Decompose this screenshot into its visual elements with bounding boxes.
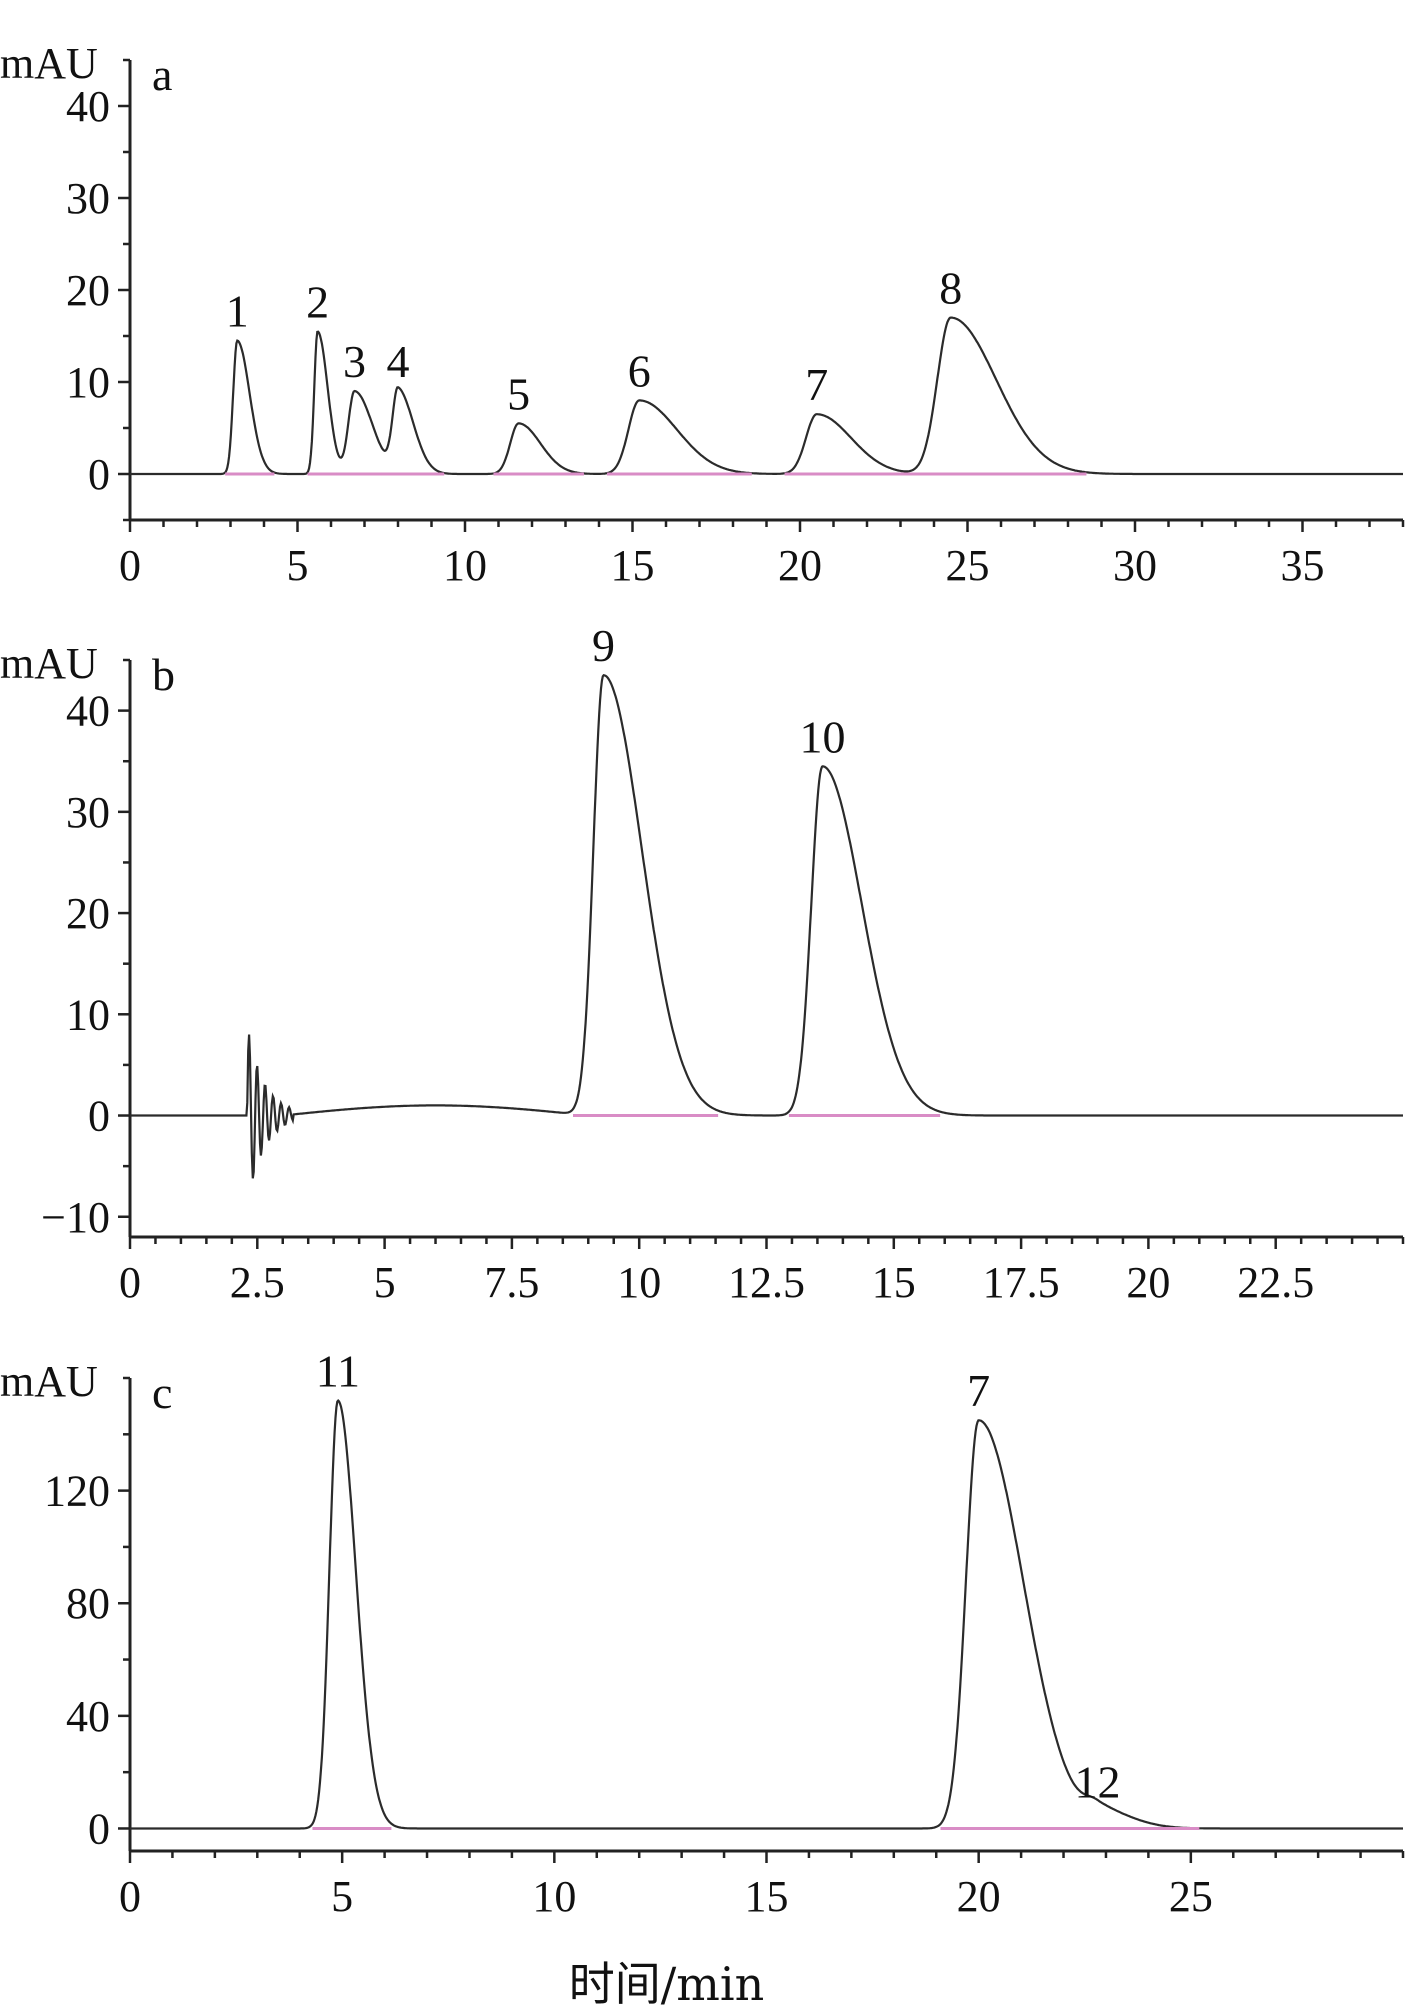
peak-label: 2 xyxy=(306,276,329,327)
peak-label: 9 xyxy=(592,620,615,671)
peak-label: 7 xyxy=(967,1365,990,1416)
peak-label: 4 xyxy=(387,336,410,387)
y-tick-label: 40 xyxy=(66,1692,110,1741)
x-tick-label: 2.5 xyxy=(230,1258,285,1307)
x-tick-label: 0 xyxy=(119,541,141,590)
x-tick-label: 5 xyxy=(287,541,309,590)
panel-letter: b xyxy=(152,649,175,700)
y-tick-label: 0 xyxy=(88,450,110,499)
y-tick-label: −10 xyxy=(41,1193,110,1242)
panel-a: 0 10 20 30 40 0 5 10 15 20 25 30 35 mAU a 1 23 4 5 6 7 8 xyxy=(0,39,1405,590)
y-unit-label: mAU xyxy=(0,639,98,688)
x-tick-label: 5 xyxy=(374,1258,396,1307)
x-tick-label: 7.5 xyxy=(484,1258,539,1307)
y-tick-label: 30 xyxy=(66,174,110,223)
peak-label: 12 xyxy=(1074,1757,1120,1808)
peak-label: 3 xyxy=(343,336,366,387)
chromatogram-trace xyxy=(130,673,1403,1179)
y-tick-label: 30 xyxy=(66,788,110,837)
x-tick-label: 35 xyxy=(1281,541,1325,590)
y-tick-label: 0 xyxy=(88,1092,110,1141)
y-tick-label: 10 xyxy=(66,990,110,1039)
x-tick-label: 30 xyxy=(1113,541,1157,590)
panel-letter: a xyxy=(152,49,172,100)
y-unit-label: mAU xyxy=(0,1357,98,1406)
x-tick-label: 20 xyxy=(957,1872,1001,1921)
x-tick-label: 20 xyxy=(778,541,822,590)
x-tick-label: 17.5 xyxy=(983,1258,1060,1307)
x-tick-label: 25 xyxy=(946,541,990,590)
x-tick-label: 10 xyxy=(532,1872,576,1921)
x-tick-label: 12.5 xyxy=(728,1258,805,1307)
peak-label: 6 xyxy=(628,345,651,396)
y-tick-label: 40 xyxy=(66,687,110,736)
chromatogram-trace xyxy=(130,1399,1403,1830)
x-tick-label: 25 xyxy=(1169,1872,1213,1921)
y-tick-label: 120 xyxy=(44,1467,110,1516)
peak-label: 7 xyxy=(805,359,828,410)
peak-label: 8 xyxy=(939,263,962,314)
y-tick-label: 20 xyxy=(66,266,110,315)
chromatogram-trace xyxy=(130,316,1403,476)
x-tick-label: 10 xyxy=(443,541,487,590)
y-tick-label: 10 xyxy=(66,358,110,407)
x-tick-label: 0 xyxy=(119,1258,141,1307)
x-tick-label: 22.5 xyxy=(1237,1258,1314,1307)
peak-label: 11 xyxy=(316,1346,360,1397)
x-tick-label: 10 xyxy=(617,1258,661,1307)
panel-c: 0 40 80 120 0 5 10 15 20 25 mAU c 11 7 12 时间/min xyxy=(0,1346,1405,2009)
peak-label: 1 xyxy=(226,286,249,337)
y-tick-label: 20 xyxy=(66,889,110,938)
x-tick-label: 15 xyxy=(872,1258,916,1307)
x-tick-label: 20 xyxy=(1126,1258,1170,1307)
peak-label: 10 xyxy=(800,711,846,762)
peak-label: 5 xyxy=(507,368,530,419)
x-axis-title: 时间/min xyxy=(569,1957,764,2009)
y-tick-label: 0 xyxy=(88,1804,110,1853)
x-tick-label: 0 xyxy=(119,1872,141,1921)
y-tick-label: 80 xyxy=(66,1579,110,1628)
y-tick-label: 40 xyxy=(66,82,110,131)
y-unit-label: mAU xyxy=(0,39,98,88)
x-tick-label: 5 xyxy=(331,1872,353,1921)
x-tick-label: 15 xyxy=(745,1872,789,1921)
x-tick-label: 15 xyxy=(611,541,655,590)
panel-letter: c xyxy=(152,1367,172,1418)
